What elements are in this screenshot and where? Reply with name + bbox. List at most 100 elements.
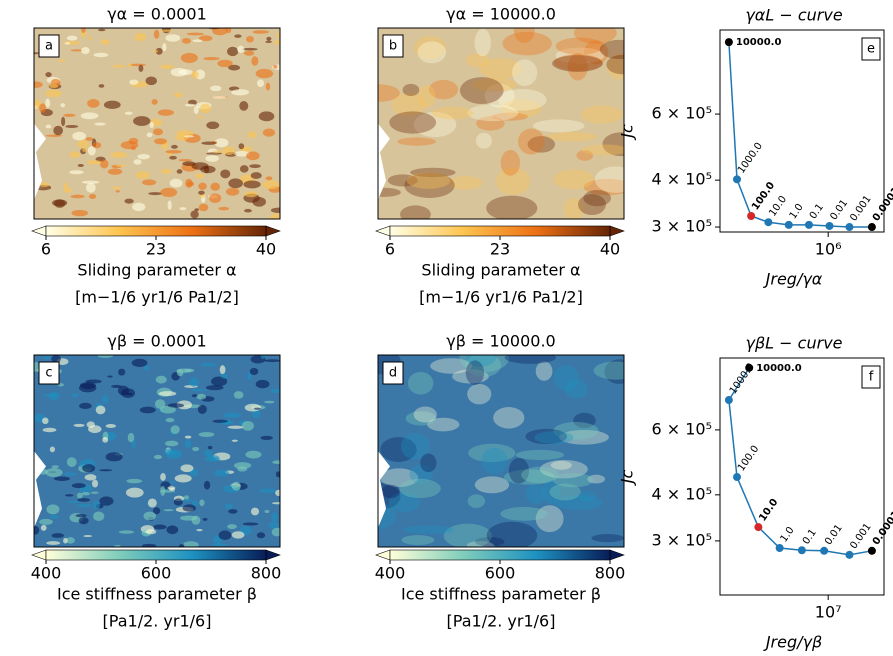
map-texture <box>203 56 220 61</box>
map-texture <box>114 544 121 547</box>
panel-letter-box <box>861 365 881 389</box>
map-texture <box>549 483 581 501</box>
map-title: γβ = 10000.0 <box>446 332 555 351</box>
map-mask <box>378 451 390 547</box>
map-texture <box>472 78 517 92</box>
map-texture <box>176 169 183 174</box>
map-texture <box>144 365 149 371</box>
map-texture <box>225 28 232 34</box>
map-texture <box>134 32 147 42</box>
map-title: γα = 0.0001 <box>107 5 207 24</box>
map-texture <box>210 376 228 387</box>
map-texture <box>75 514 87 518</box>
point <box>732 175 741 184</box>
map-texture <box>402 525 455 534</box>
map-texture <box>189 377 199 387</box>
map-texture <box>270 207 280 213</box>
map-texture <box>165 440 179 447</box>
map-texture <box>169 178 183 188</box>
map-texture <box>93 511 105 522</box>
map-texture <box>126 392 133 396</box>
map-texture <box>218 206 230 211</box>
map-texture <box>475 536 505 547</box>
map-image <box>378 28 624 219</box>
map-texture <box>174 474 192 483</box>
map-texture <box>160 29 172 32</box>
map-texture <box>165 417 175 423</box>
map-texture <box>81 180 100 184</box>
map-texture <box>165 34 181 42</box>
map-texture <box>91 479 99 488</box>
map-texture <box>247 131 257 139</box>
map-texture <box>211 543 228 546</box>
map-texture <box>80 112 99 120</box>
map-texture <box>167 403 185 408</box>
map-texture <box>199 499 205 507</box>
colorbar-extend-low <box>31 225 47 237</box>
map-texture <box>576 150 594 161</box>
map-texture <box>431 106 474 120</box>
map-texture <box>34 81 43 88</box>
map-texture <box>583 178 624 196</box>
map-texture <box>94 122 106 126</box>
colorbar-tick-label: 23 <box>146 240 166 259</box>
map-texture <box>228 178 243 189</box>
colorbar-units: [m−1/6 yr1/6 Pa1/2] <box>75 288 239 307</box>
map-texture <box>51 355 61 363</box>
map-texture <box>194 173 205 179</box>
map-texture <box>604 359 624 384</box>
point-label: 1000.0 <box>728 361 757 396</box>
point <box>724 38 733 47</box>
map-texture <box>205 155 219 162</box>
map-texture <box>87 99 100 108</box>
map-texture <box>244 208 252 213</box>
map-texture <box>154 138 168 145</box>
map-texture <box>178 544 185 547</box>
map-texture <box>491 112 528 121</box>
point <box>747 212 756 221</box>
map-texture <box>103 100 121 110</box>
colorbar-tick-label: 400 <box>375 564 406 583</box>
map-texture <box>198 190 205 195</box>
point-label: 0.0001 <box>871 509 893 547</box>
map-texture <box>86 421 95 428</box>
map-texture <box>118 368 126 376</box>
map-texture <box>88 193 97 199</box>
colorbar-tick-label: 800 <box>251 564 282 583</box>
map-texture <box>218 530 232 541</box>
map-texture <box>78 517 89 525</box>
map-texture <box>153 49 159 53</box>
map-texture <box>405 411 437 426</box>
map-texture <box>212 419 228 423</box>
map-texture <box>241 420 254 431</box>
map-texture <box>583 189 612 207</box>
map-texture <box>246 151 260 161</box>
map-texture <box>420 453 437 473</box>
panel-letter-box <box>382 361 404 385</box>
map-texture <box>63 472 77 476</box>
map-texture <box>194 208 200 212</box>
map-texture <box>105 424 117 428</box>
map-frame <box>377 354 625 548</box>
panel-letter: b <box>389 39 397 54</box>
map-texture <box>233 462 252 469</box>
map-texture <box>86 160 102 165</box>
map-texture <box>591 534 624 543</box>
map-texture <box>182 161 196 166</box>
map-texture <box>54 199 66 208</box>
map-texture <box>404 172 455 199</box>
map-texture <box>225 503 233 510</box>
map-texture <box>72 131 87 141</box>
map-texture <box>599 39 624 60</box>
map-texture <box>484 83 515 108</box>
map-texture <box>71 209 88 217</box>
map-texture <box>553 365 580 392</box>
map-texture <box>246 35 254 43</box>
colorbar-tick-label: 6 <box>385 240 395 259</box>
map-texture <box>44 393 61 397</box>
map-texture <box>260 435 273 440</box>
map-texture <box>258 111 275 122</box>
y-tick-label: 6 × 10⁵ <box>651 419 712 438</box>
colorbar <box>45 549 267 561</box>
map-texture <box>256 532 266 539</box>
